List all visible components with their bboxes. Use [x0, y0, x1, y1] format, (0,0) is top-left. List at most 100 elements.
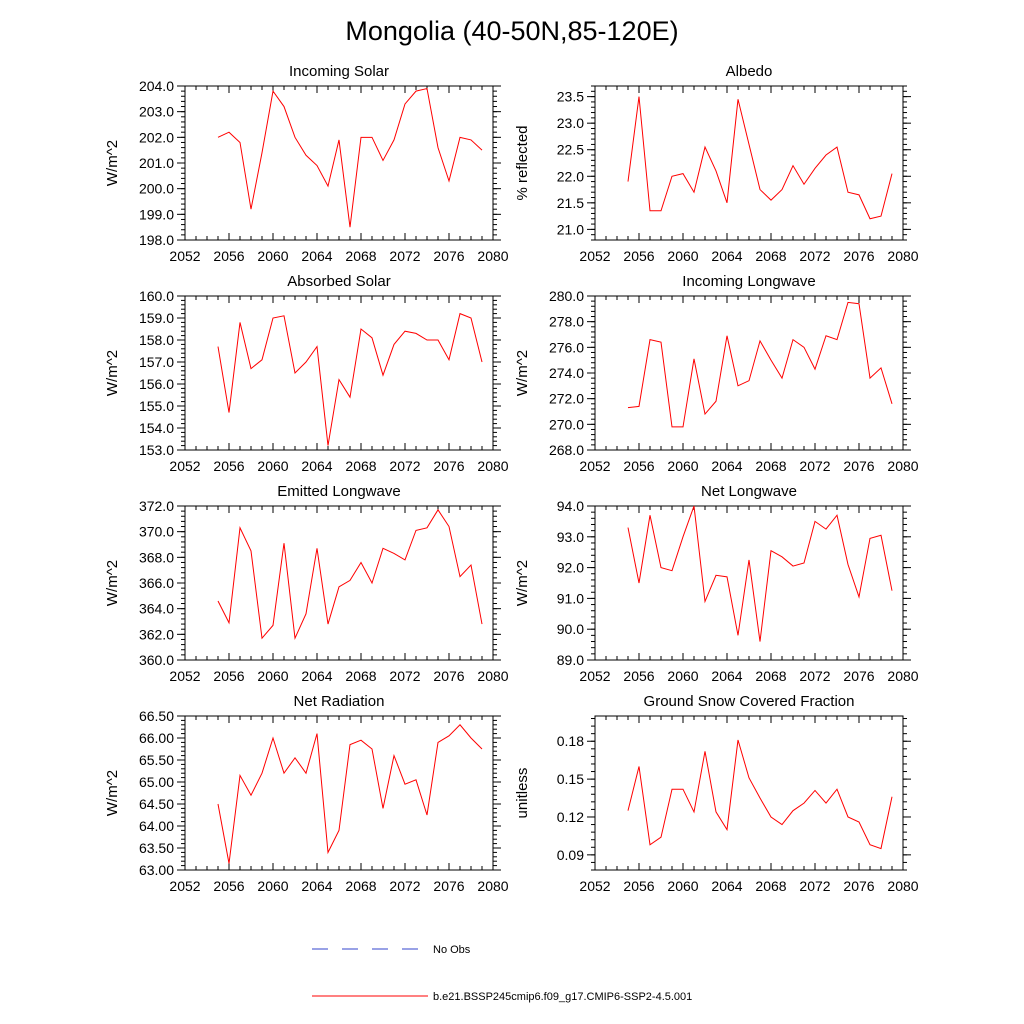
y-tick-label: 21.5 — [557, 195, 584, 211]
y-tick-label: 156.0 — [139, 376, 174, 392]
x-tick-label: 2056 — [213, 668, 244, 684]
x-tick-label: 2072 — [389, 458, 420, 474]
y-tick-label: 268.0 — [549, 442, 584, 458]
y-tick-label: 91.0 — [557, 590, 584, 606]
x-tick-label: 2068 — [755, 878, 786, 894]
x-tick-label: 2052 — [579, 668, 610, 684]
x-tick-label: 2064 — [711, 668, 742, 684]
y-tick-label: 160.0 — [139, 288, 174, 304]
x-tick-label: 2060 — [257, 458, 288, 474]
legend-label-model-run: b.e21.BSSP245cmip6.f09_g17.CMIP6-SSP2-4.… — [433, 991, 692, 1003]
y-tick-label: 199.0 — [139, 206, 174, 222]
y-tick-label: 204.0 — [139, 78, 174, 94]
panel-emitted-longwave: Emitted Longwave W/m^2 2052 2056 2060 2064 206… — [104, 483, 509, 684]
y-tick-label: 64.50 — [139, 796, 174, 812]
legend-label-no-obs: No Obs — [433, 944, 471, 956]
x-tick-label: 2072 — [389, 878, 420, 894]
panel-title: Emitted Longwave — [277, 483, 400, 500]
panel-net-longwave: Net Longwave W/m^2 2052 2056 2060 2064 2068 207… — [514, 483, 919, 684]
plot-frame — [184, 85, 494, 241]
y-tick-label: 203.0 — [139, 104, 174, 120]
x-tick-label: 2072 — [799, 458, 830, 474]
x-tick-label: 2080 — [477, 668, 508, 684]
panel-incoming-solar: Incoming Solar W/m^2 2052 2056 2060 2064 2068 2… — [104, 63, 509, 264]
x-tick-label: 2072 — [799, 248, 830, 264]
x-tick-label: 2068 — [345, 668, 376, 684]
x-tick-label: 2080 — [887, 248, 918, 264]
y-tick-label: 153.0 — [139, 442, 174, 458]
x-tick-label: 2064 — [301, 248, 332, 264]
y-tick-label: 66.50 — [139, 708, 174, 724]
y-axis-label: W/m^2 — [104, 770, 121, 816]
x-tick-label: 2076 — [433, 248, 464, 264]
x-tick-label: 2076 — [433, 878, 464, 894]
series-line-model-run — [217, 508, 483, 641]
x-tick-label: 2056 — [623, 878, 654, 894]
y-tick-label: 63.00 — [139, 862, 174, 878]
x-tick-label: 2052 — [169, 248, 200, 264]
x-tick-label: 2080 — [887, 878, 918, 894]
x-tick-label: 2072 — [799, 668, 830, 684]
y-tick-label: 280.0 — [549, 288, 584, 304]
x-tick-label: 2072 — [389, 668, 420, 684]
figure-title: Mongolia (40-50N,85-120E) — [345, 16, 678, 46]
y-tick-label: 64.00 — [139, 818, 174, 834]
y-axis-label: W/m^2 — [514, 560, 531, 606]
y-tick-label: 270.0 — [549, 416, 584, 432]
x-tick-label: 2076 — [433, 668, 464, 684]
y-tick-label: 158.0 — [139, 332, 174, 348]
y-tick-label: 23.0 — [557, 115, 584, 131]
legend: No Obs b.e21.BSSP245cmip6.f09_g17.CMIP6-… — [312, 944, 692, 1003]
x-tick-label: 2052 — [169, 878, 200, 894]
y-tick-label: 93.0 — [557, 529, 584, 545]
x-tick-label: 2076 — [433, 458, 464, 474]
y-tick-label: 274.0 — [549, 365, 584, 381]
x-tick-label: 2060 — [667, 668, 698, 684]
y-tick-label: 372.0 — [139, 498, 174, 514]
y-tick-label: 63.50 — [139, 840, 174, 856]
x-tick-label: 2064 — [711, 878, 742, 894]
x-tick-label: 2080 — [887, 458, 918, 474]
y-tick-label: 157.0 — [139, 354, 174, 370]
y-axis-label: W/m^2 — [104, 560, 121, 606]
x-tick-label: 2056 — [623, 668, 654, 684]
y-tick-label: 0.18 — [557, 733, 584, 749]
y-tick-label: 0.15 — [557, 771, 584, 787]
series-line-model-run — [627, 505, 893, 642]
x-tick-label: 2064 — [301, 878, 332, 894]
x-tick-label: 2072 — [799, 878, 830, 894]
x-tick-label: 2076 — [843, 878, 874, 894]
x-tick-label: 2072 — [389, 248, 420, 264]
plot-frame — [594, 85, 904, 241]
x-tick-label: 2056 — [213, 878, 244, 894]
x-tick-label: 2060 — [257, 248, 288, 264]
plot-frame — [184, 505, 494, 661]
plot-frame — [594, 505, 904, 661]
y-tick-label: 201.0 — [139, 155, 174, 171]
x-tick-label: 2068 — [345, 248, 376, 264]
y-tick-label: 366.0 — [139, 575, 174, 591]
x-tick-label: 2060 — [667, 458, 698, 474]
x-tick-label: 2080 — [477, 458, 508, 474]
panel-title: Incoming Longwave — [682, 273, 815, 290]
y-tick-label: 65.00 — [139, 774, 174, 790]
y-axis-label: W/m^2 — [104, 350, 121, 396]
x-tick-label: 2064 — [711, 458, 742, 474]
x-tick-label: 2080 — [477, 248, 508, 264]
series-line-model-run — [627, 301, 893, 428]
plot-frame — [184, 295, 494, 451]
x-tick-label: 2060 — [667, 248, 698, 264]
x-tick-label: 2052 — [579, 458, 610, 474]
y-tick-label: 22.0 — [557, 168, 584, 184]
plot-frame — [594, 715, 904, 871]
x-tick-label: 2056 — [213, 458, 244, 474]
y-axis-label: unitless — [514, 768, 531, 819]
panels-grid: Incoming Solar W/m^2 2052 2056 2060 2064 2068 2… — [104, 63, 919, 894]
panel-net-radiation: Net Radiation W/m^2 2052 2056 2060 2064 2068 20… — [104, 693, 509, 894]
series-line-model-run — [627, 96, 893, 220]
y-tick-label: 276.0 — [549, 339, 584, 355]
series-line-model-run — [217, 312, 483, 446]
y-tick-label: 370.0 — [139, 524, 174, 540]
y-tick-label: 364.0 — [139, 601, 174, 617]
panel-incoming-longwave: Incoming Longwave W/m^2 2052 2056 2060 2064 20… — [514, 273, 919, 474]
